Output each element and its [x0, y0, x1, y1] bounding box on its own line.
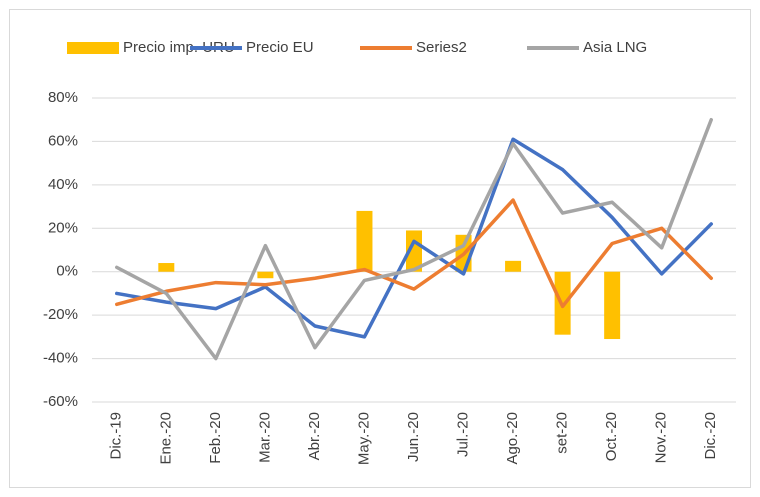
x-tick-label: Ago.-20 [504, 412, 521, 465]
bar [356, 210, 373, 272]
line-series [115, 137, 713, 339]
y-tick-label: -40% [43, 350, 78, 367]
bar [406, 230, 422, 272]
bar [604, 271, 621, 340]
x-tick-label: set-20 [554, 412, 571, 454]
x-tick-label: Jun.-20 [405, 412, 422, 462]
x-tick-label: Ene.-20 [157, 412, 174, 465]
x-tick-label: Nov.-20 [653, 412, 670, 463]
x-tick-label: Oct.-20 [603, 412, 620, 461]
legend-label: Asia LNG [583, 39, 647, 56]
legend-swatch [67, 42, 119, 54]
x-tick-label: Jul.-20 [455, 412, 472, 457]
legend-label: Series2 [416, 39, 467, 56]
x-tick-label: Mar.-20 [256, 412, 273, 463]
chart-frame [9, 9, 751, 488]
bar [158, 263, 175, 272]
legend-label: Precio EU [246, 39, 314, 56]
x-tick-label: Dic.-19 [108, 412, 125, 460]
legend-label: Precio imp. URU [123, 39, 235, 56]
y-tick-label: 40% [48, 176, 78, 193]
line-series [115, 198, 713, 309]
x-tick-label: Feb.-20 [207, 412, 224, 464]
x-tick-label: May.-20 [355, 412, 372, 465]
y-tick-label: -60% [43, 393, 78, 410]
y-tick-label: 0% [56, 263, 78, 280]
y-tick-label: 20% [48, 219, 78, 236]
y-tick-label: 80% [48, 89, 78, 106]
bar [505, 260, 522, 272]
bar [257, 271, 274, 279]
line-series [115, 117, 713, 361]
x-tick-label: Dic.-20 [702, 412, 719, 460]
y-tick-label: 60% [48, 132, 78, 149]
y-tick-label: -20% [43, 306, 78, 323]
x-tick-label: Abr.-20 [306, 412, 323, 460]
